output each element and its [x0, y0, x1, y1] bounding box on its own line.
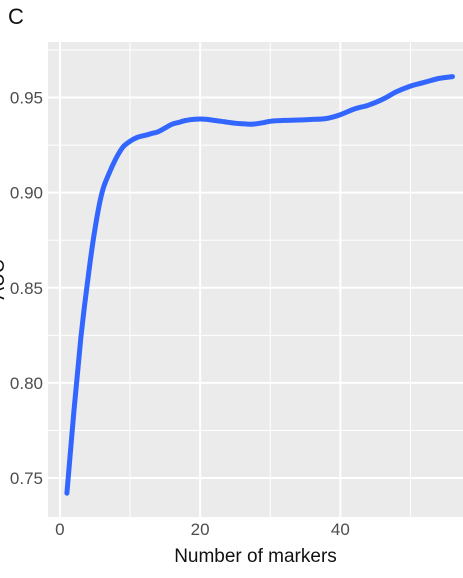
x-tick-label: 20	[191, 520, 210, 539]
y-tick-label: 0.75	[10, 469, 43, 488]
grid-lines	[48, 42, 463, 517]
auc-series-line	[64, 74, 455, 496]
x-axis-title: Number of markers	[174, 546, 337, 567]
x-tick-label: 40	[331, 520, 350, 539]
x-tick-label: 0	[55, 520, 64, 539]
y-tick-label: 0.90	[10, 184, 43, 203]
x-axis-ticks: 0 20 40	[55, 520, 350, 539]
y-tick-label: 0.85	[10, 279, 43, 298]
y-tick-label: 0.95	[10, 89, 43, 108]
y-tick-label: 0.80	[10, 374, 43, 393]
y-axis-title: AUC	[0, 259, 9, 299]
y-axis-ticks: 0.75 0.80 0.85 0.90 0.95	[10, 89, 43, 488]
plot-background	[48, 42, 463, 517]
panel-label: C	[8, 4, 24, 29]
